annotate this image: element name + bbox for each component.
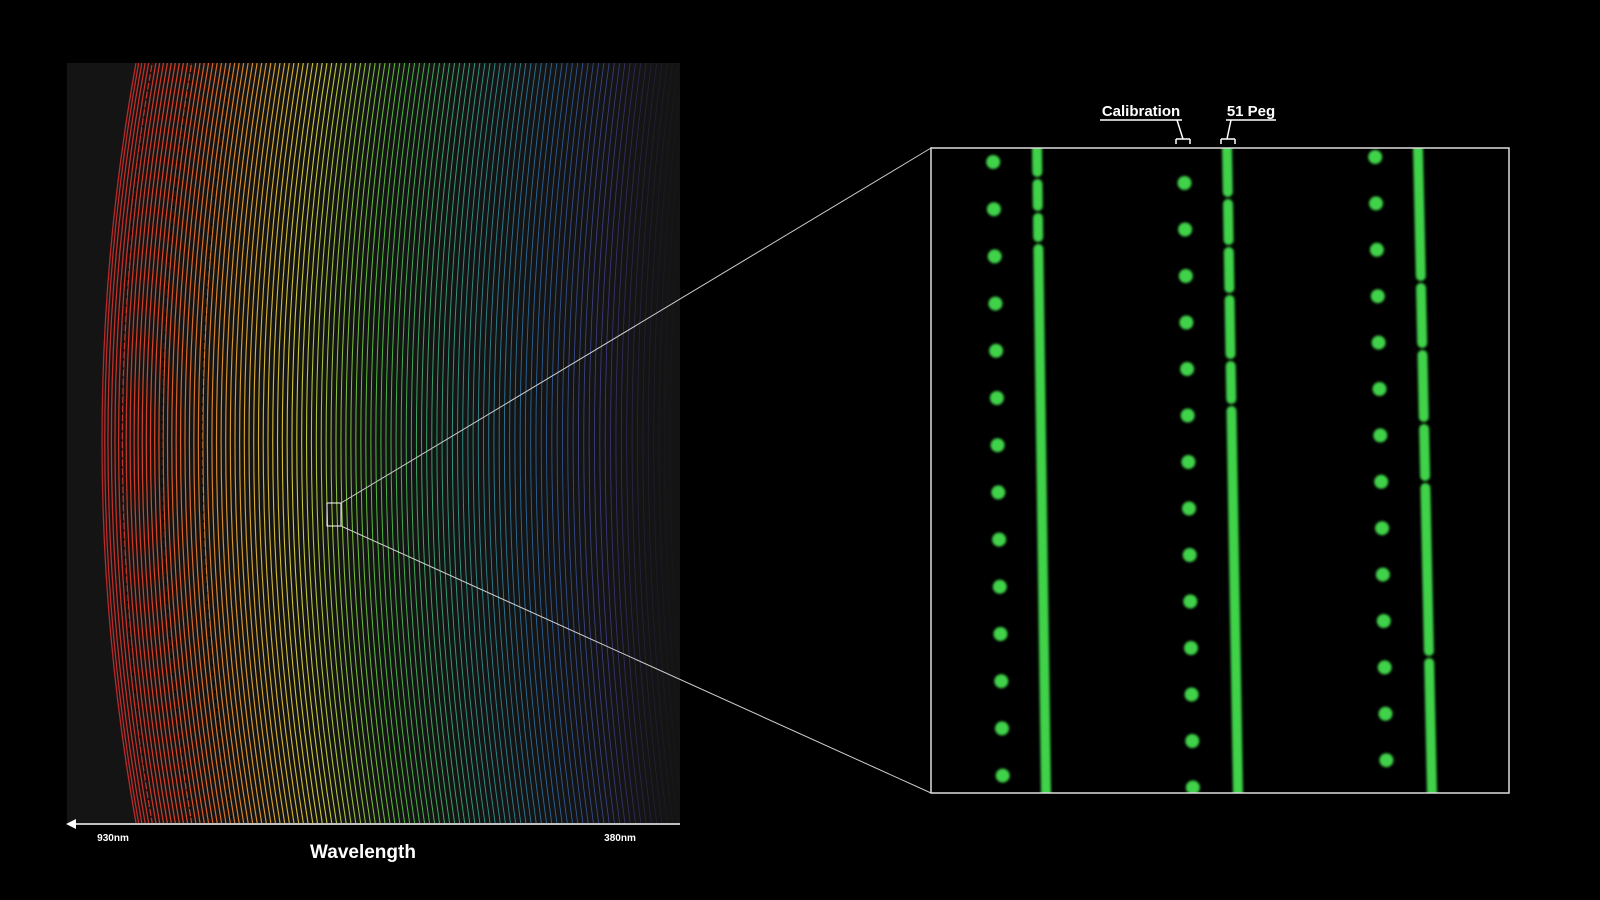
calibration-dot <box>1379 753 1394 768</box>
tick-label-930nm: 930nm <box>97 833 129 844</box>
calibration-dot <box>1373 428 1388 443</box>
zoom-background <box>931 148 1509 793</box>
calibration-dot <box>1179 315 1194 330</box>
calibration-dot <box>1184 641 1198 655</box>
star-label: 51 Peg <box>1227 103 1275 120</box>
calibration-dot <box>1185 734 1200 748</box>
tick-label-380nm: 380nm <box>604 833 636 844</box>
calibration-dot <box>1178 269 1193 283</box>
calibration-dot <box>1370 289 1385 304</box>
calibration-dot <box>1375 567 1390 582</box>
calibration-dot <box>1181 455 1196 469</box>
axis-arrow-icon <box>66 819 76 829</box>
star-bracket-icon <box>1220 119 1236 144</box>
calibration-dot <box>989 343 1004 358</box>
calibration-dot <box>1185 780 1200 793</box>
calibration-dot <box>1180 408 1195 423</box>
star-trace-segment <box>1223 247 1235 293</box>
calibration-bracket-icon <box>1175 119 1191 144</box>
calibration-dot <box>990 438 1005 453</box>
calibration-dot <box>1376 614 1391 628</box>
calibration-dot <box>1372 382 1387 396</box>
calibration-dot <box>995 721 1009 736</box>
callouts: Calibration 51 Peg <box>1100 103 1276 144</box>
wavelength-axis: 930nm 380nm Wavelength <box>66 819 680 863</box>
calibration-dot <box>1369 242 1384 257</box>
calibration-dot <box>1377 660 1392 675</box>
calibration-dot <box>1178 222 1193 237</box>
calibration-dot <box>994 674 1009 689</box>
star-trace-segment <box>1424 658 1437 793</box>
star-trace-segment <box>1413 148 1426 281</box>
zoom-content <box>986 148 1437 793</box>
calibration-dot <box>1368 150 1383 164</box>
calibration-dot <box>1369 196 1383 211</box>
calibration-dot <box>1371 335 1386 350</box>
zoom-panel <box>930 147 1510 794</box>
calibration-dot <box>1182 501 1196 516</box>
calibration-dot <box>989 391 1004 405</box>
calibration-dot <box>1180 362 1195 376</box>
calibration-dot <box>991 485 1006 500</box>
star-trace-segment <box>1226 406 1243 793</box>
star-trace-segment <box>1222 148 1233 197</box>
calibration-dot <box>993 627 1008 641</box>
connector-top <box>340 147 932 504</box>
calibration-dot <box>1378 706 1393 721</box>
spectrum-edge-fade <box>67 63 680 823</box>
calibration-dot <box>995 768 1010 783</box>
star-trace-segment <box>1416 283 1428 348</box>
axis-title: Wavelength <box>310 842 416 863</box>
star-trace-segment <box>1419 424 1431 481</box>
calibration-dot <box>1177 176 1192 190</box>
calibration-dot <box>992 532 1007 547</box>
calibration-dot <box>988 296 1003 311</box>
star-trace-segment <box>1225 361 1237 404</box>
echelle-spectrum <box>67 63 680 823</box>
star-trace-segment <box>1033 244 1051 793</box>
zoom-connectors <box>340 147 932 794</box>
star-trace-segment <box>1417 350 1429 422</box>
calibration-dot <box>992 579 1007 594</box>
star-trace-segment <box>1420 483 1434 656</box>
calibration-dot <box>1184 687 1199 702</box>
calibration-dot <box>1182 548 1197 562</box>
calibration-dot <box>986 202 1001 217</box>
zoom-frame <box>930 147 1510 794</box>
calibration-dot <box>1374 474 1389 489</box>
zoom-source-box <box>326 502 342 527</box>
calibration-dot <box>1183 594 1198 609</box>
star-trace-segment <box>1223 199 1234 245</box>
calibration-dot <box>986 155 1001 169</box>
calibration-label: Calibration <box>1102 103 1180 120</box>
calibration-dot <box>987 249 1002 264</box>
star-trace-segment <box>1224 295 1236 359</box>
calibration-dot <box>1375 521 1390 536</box>
connector-bottom <box>340 525 932 794</box>
